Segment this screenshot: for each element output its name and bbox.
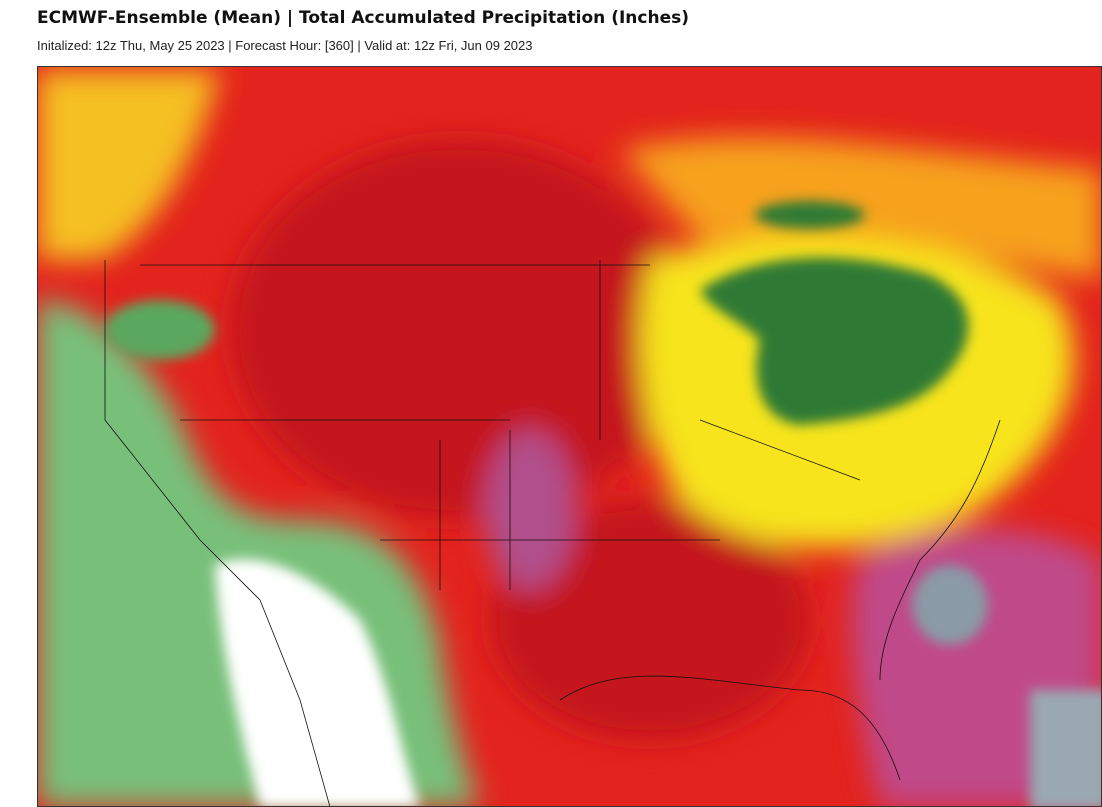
detail — [105, 201, 1102, 807]
yellow-northwest — [37, 70, 220, 260]
state-lines — [140, 260, 861, 590]
coastline-west — [104, 260, 331, 807]
gray-atlantic — [912, 565, 988, 645]
green-great-lakes — [700, 257, 969, 425]
green-north — [755, 201, 865, 229]
map-title: ECMWF-Ensemble (Mean) | Total Accumulate… — [37, 8, 689, 28]
map-subtitle: Initalized: 12z Thu, May 25 2023 | Forec… — [37, 38, 533, 53]
map-layers — [37, 66, 1102, 807]
precipitation-map — [37, 66, 1102, 807]
purple-plains — [485, 430, 575, 590]
gulf-coast — [559, 675, 901, 781]
orange-north — [620, 137, 1102, 280]
gray-southeast — [1030, 690, 1102, 807]
dry-area — [215, 559, 420, 807]
dark-red-south — [490, 500, 810, 740]
boundaries — [104, 260, 1001, 807]
green-oregon — [105, 300, 215, 360]
dark-red-core — [230, 140, 690, 520]
coastline-east — [879, 419, 1001, 681]
